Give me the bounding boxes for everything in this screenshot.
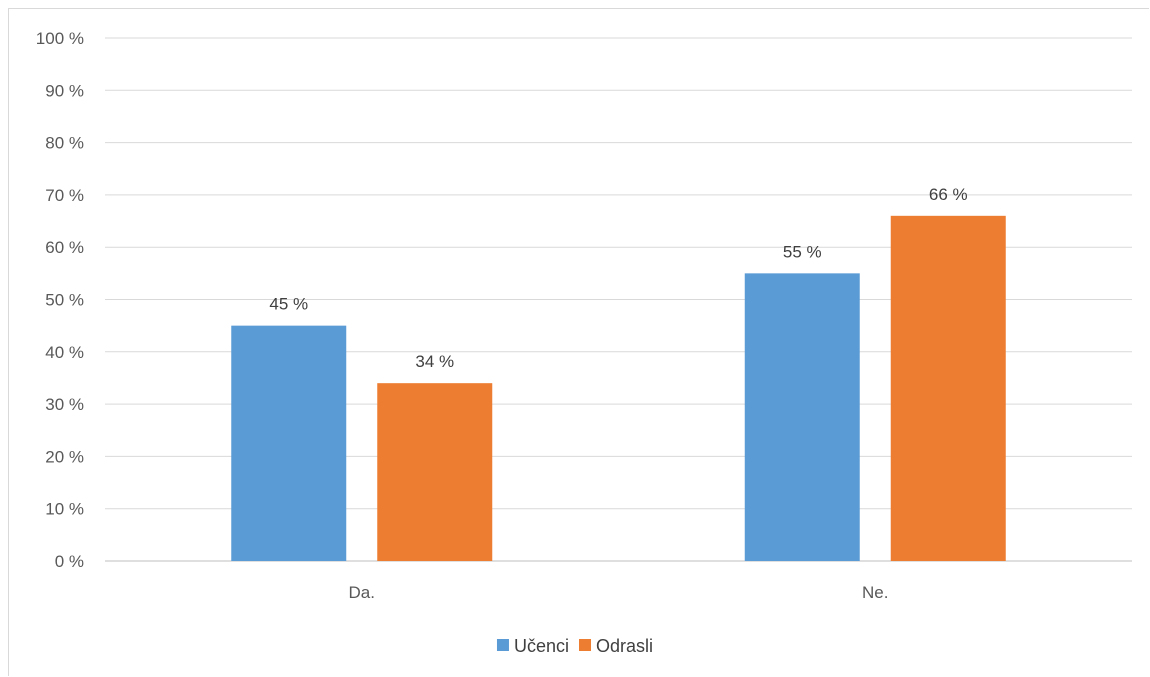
bar-odrasli-1 — [890, 215, 1006, 561]
y-tick-label: 90 % — [45, 81, 84, 100]
y-tick-label: 50 % — [45, 291, 84, 310]
y-tick-label: 10 % — [45, 500, 84, 519]
x-category-label: Da. — [349, 583, 375, 602]
data-label: 66 % — [929, 185, 968, 204]
bar-uenci-0 — [231, 325, 347, 561]
chart-frame — [8, 8, 1149, 676]
y-tick-label: 80 % — [45, 134, 84, 153]
legend: Učenci Odrasli — [496, 636, 653, 656]
data-label: 55 % — [783, 242, 822, 261]
y-tick-label: 30 % — [45, 395, 84, 414]
y-tick-label: 60 % — [45, 238, 84, 257]
y-tick-label: 70 % — [45, 186, 84, 205]
legend-swatch — [579, 639, 592, 651]
bar-uenci-1 — [744, 273, 860, 561]
data-label: 34 % — [415, 352, 454, 371]
y-tick-label: 100 % — [36, 29, 84, 48]
data-label: 45 % — [269, 295, 308, 314]
y-axis-ticks: 0 % 10 % 20 % 30 % 40 % 50 % 60 % 70 % 80 % 90 % 1… — [36, 29, 84, 571]
x-axis-categories: Da. Ne. — [349, 583, 889, 602]
y-tick-label: 20 % — [45, 447, 84, 466]
legend-label: Učenci — [514, 636, 569, 656]
legend-label: Odrasli — [596, 636, 653, 656]
y-tick-label: 0 % — [55, 552, 84, 571]
bar-odrasli-0 — [377, 383, 493, 561]
legend-swatch — [496, 639, 509, 651]
y-tick-label: 40 % — [45, 343, 84, 362]
x-category-label: Ne. — [862, 583, 888, 602]
data-labels: 45 % 34 % 55 % 66 % — [269, 185, 967, 371]
bars — [231, 215, 1006, 561]
